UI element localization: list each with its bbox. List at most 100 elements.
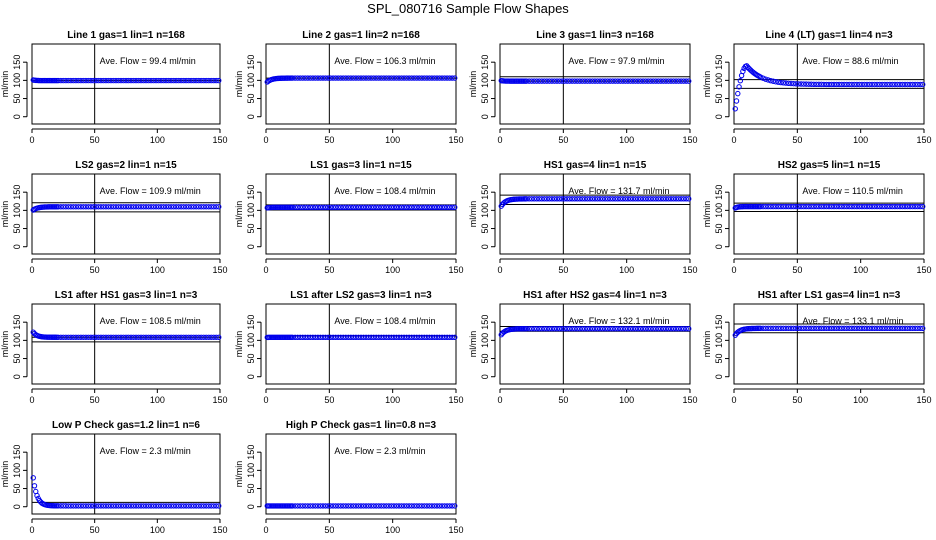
data-point: [188, 334, 194, 340]
data-point: [115, 204, 122, 210]
data-point: [75, 334, 82, 340]
x-tick-label: 0: [263, 265, 268, 275]
data-point: [773, 79, 779, 85]
x-tick-label: 0: [29, 265, 34, 275]
data-point: [665, 78, 672, 84]
panel-title: HS1 gas=4 lin=1 n=15: [544, 160, 647, 171]
data-point: [683, 78, 689, 84]
data-point: [869, 325, 875, 332]
data-point: [630, 325, 636, 332]
average-flow-annotation: Ave. Flow = 132.1 ml/min: [568, 316, 669, 326]
data-point: [95, 334, 102, 340]
y-tick-label: 0: [12, 374, 22, 379]
x-tick-label: 50: [792, 135, 802, 145]
data-point: [768, 77, 774, 84]
data-point: [103, 77, 109, 84]
data-point: [818, 325, 825, 332]
data-point: [549, 196, 555, 202]
data-point: [683, 196, 689, 202]
data-point: [869, 203, 875, 210]
data-point: [148, 77, 154, 84]
y-axis-label: ml/min: [702, 201, 712, 228]
data-point: [85, 503, 92, 509]
data-point: [185, 77, 192, 84]
y-axis-label: ml/min: [702, 71, 712, 98]
data-point: [120, 334, 127, 340]
data-point: [170, 204, 177, 210]
data-point: [642, 78, 649, 84]
data-point: [113, 503, 119, 509]
data-point: [431, 75, 438, 81]
data-point: [783, 80, 789, 86]
data-point: [637, 196, 644, 202]
data-point: [594, 325, 601, 332]
plot-frame: [31, 43, 221, 125]
data-point: [894, 203, 901, 210]
data-point: [302, 503, 308, 509]
data-point: [574, 78, 580, 84]
data-point: [105, 334, 112, 340]
data-point: [206, 77, 212, 84]
data-point: [93, 503, 99, 509]
y-axis-label: ml/min: [0, 71, 10, 98]
data-point: [680, 325, 687, 332]
data-point: [635, 325, 641, 332]
data-point: [348, 503, 354, 509]
data-point: [135, 204, 142, 210]
data-point: [145, 334, 152, 340]
data-point: [439, 75, 445, 81]
data-point: [793, 81, 799, 87]
average-flow-annotation: Ave. Flow = 108.4 ml/min: [334, 316, 435, 326]
y-tick-label: 150: [246, 445, 256, 460]
data-point: [556, 78, 563, 84]
data-point: [368, 204, 374, 211]
data-point: [93, 204, 99, 210]
data-point: [110, 334, 117, 340]
data-point: [190, 204, 197, 210]
data-point: [917, 203, 923, 210]
data-point: [185, 204, 192, 210]
data-point: [325, 204, 331, 211]
data-point: [539, 325, 545, 332]
data-point: [163, 204, 169, 210]
data-point: [658, 78, 664, 84]
data-point: [98, 334, 104, 340]
data-point: [816, 81, 822, 88]
y-tick-label: 150: [480, 185, 490, 200]
data-point: [554, 196, 560, 202]
data-point: [582, 325, 588, 332]
data-point: [882, 325, 888, 332]
data-point: [105, 77, 112, 84]
data-point: [118, 204, 124, 210]
data-point: [887, 325, 893, 332]
data-point: [768, 203, 774, 210]
data-point: [846, 325, 852, 332]
data-point: [365, 334, 372, 341]
data-point: [561, 325, 568, 332]
data-point: [429, 204, 435, 211]
data-point: [78, 204, 84, 210]
data-point: [190, 334, 197, 340]
data-point: [844, 325, 850, 332]
data-point: [783, 203, 789, 210]
data-point: [73, 77, 79, 84]
data-point: [58, 334, 64, 340]
data-point: [607, 78, 613, 84]
y-tick-label: 0: [12, 114, 22, 119]
data-point: [441, 75, 448, 81]
data-point: [75, 503, 82, 509]
panel-title: Line 2 gas=1 lin=2 n=168: [302, 30, 420, 41]
y-tick-label: 50: [246, 484, 256, 494]
data-point: [95, 503, 102, 509]
data-point: [775, 203, 782, 210]
data-point: [315, 204, 321, 211]
data-point: [133, 503, 139, 509]
y-tick-label: 50: [480, 354, 490, 364]
data-point: [408, 503, 415, 509]
x-tick-label: 0: [29, 395, 34, 405]
data-point: [160, 503, 167, 509]
data-point: [874, 81, 880, 88]
data-point: [70, 503, 77, 509]
data-point: [130, 503, 137, 509]
data-point: [612, 196, 618, 202]
